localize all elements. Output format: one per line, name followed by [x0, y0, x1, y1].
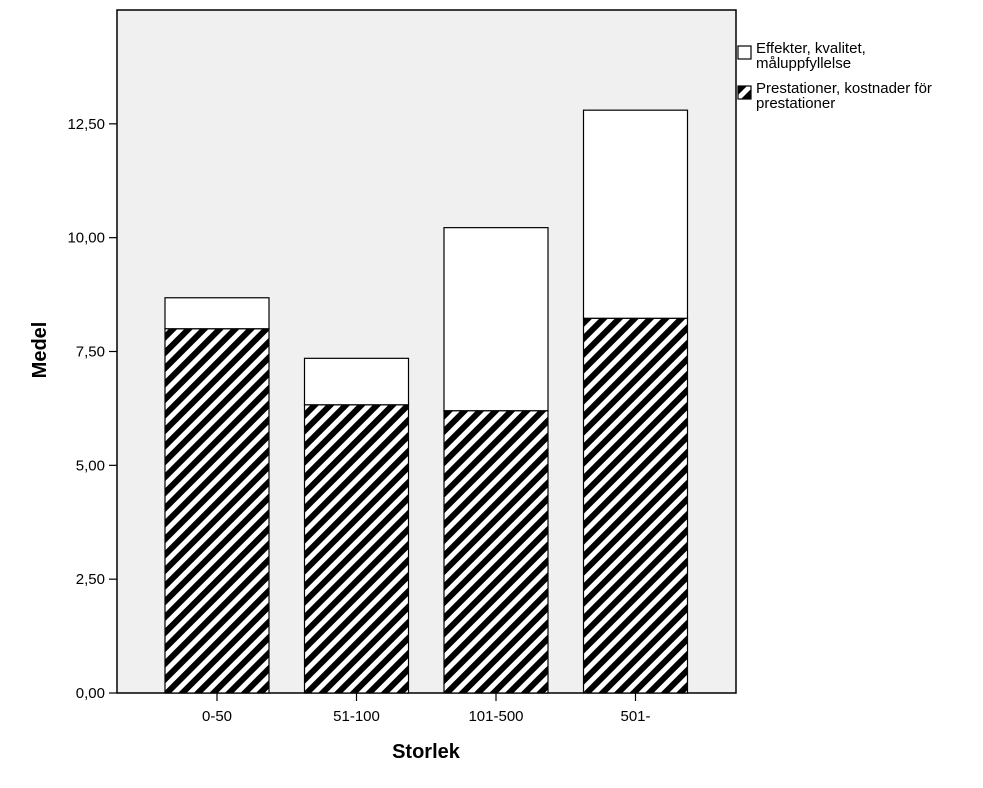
bar-prestationer-2 [443, 410, 549, 694]
x-axis-title: Storlek [392, 741, 461, 763]
bar-effekter-0 [164, 297, 270, 330]
bar-prestationer-1 [303, 404, 410, 694]
legend-swatch-effekter [737, 45, 752, 60]
y-axis: 0,00 2,50 5,00 7,50 10,00 12,50 [67, 116, 117, 702]
y-tick-label: 7,50 [76, 344, 105, 361]
y-tick-label: 0,00 [76, 685, 105, 702]
legend-label-prestationer: Prestationer, kostnader för [756, 80, 932, 97]
x-axis: 0-50 51-100 101-500 501- [202, 693, 651, 725]
bar-prestationer-0 [164, 328, 270, 694]
x-tick-label: 501- [620, 708, 650, 725]
legend-swatch-prestationer [737, 85, 752, 100]
y-tick-label: 12,50 [67, 116, 105, 133]
bar-effekter-3 [582, 109, 689, 319]
y-axis-title: Medel [29, 322, 51, 379]
legend-label-prestationer: prestationer [756, 95, 835, 112]
legend: Effekter, kvalitet,måluppfyllelse Prestat… [737, 40, 932, 112]
legend-label-effekter: måluppfyllelse [756, 55, 851, 72]
y-tick-label: 5,00 [76, 457, 105, 474]
bars-layer [164, 109, 689, 694]
x-tick-label: 101-500 [468, 708, 523, 725]
bar-prestationer-3 [582, 317, 689, 694]
x-tick-label: 0-50 [202, 708, 232, 725]
bar-effekter-2 [443, 227, 549, 412]
x-tick-label: 51-100 [333, 708, 380, 725]
y-tick-label: 2,50 [76, 571, 105, 588]
legend-label-effekter: Effekter, kvalitet, [756, 40, 866, 57]
bar-effekter-1 [303, 357, 410, 406]
y-tick-label: 10,00 [67, 230, 105, 247]
